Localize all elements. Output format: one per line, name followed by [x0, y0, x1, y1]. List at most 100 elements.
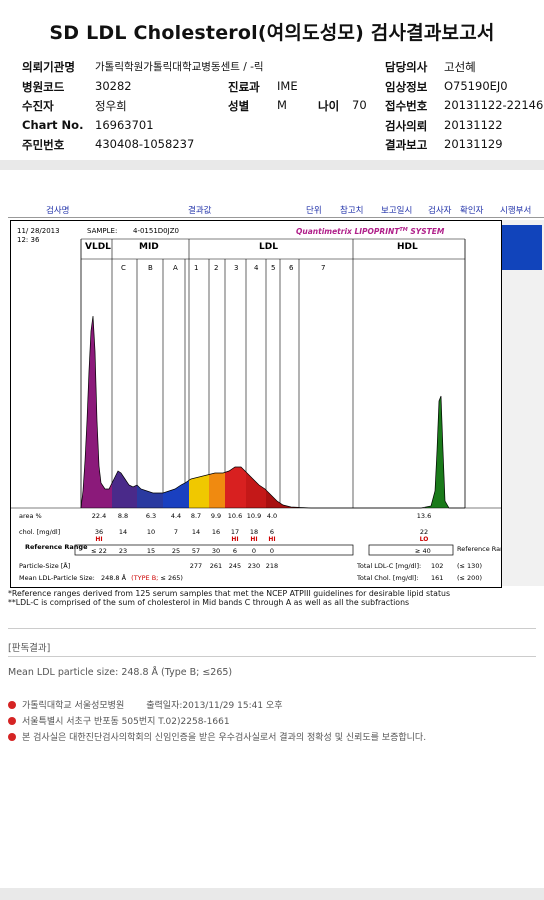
- area-value: 8.7: [191, 512, 201, 520]
- area-value: 10.6: [228, 512, 242, 520]
- hospital-code-value: 30282: [95, 79, 132, 93]
- flag-value: LO: [420, 536, 429, 543]
- brand: Quantimetrix LIPOPRINTTM SYSTEM: [296, 227, 445, 236]
- data-rows: 22.4 8.8 6.3 4.4 8.7 9.9 10.6 10.9 4.0 13.6 36 14 10…: [91, 512, 431, 555]
- band-fill-ldl-2: [209, 472, 225, 508]
- dept-label: 진료과: [228, 80, 260, 94]
- cert-text: 본 검사실은 대한진단검사의학회의 신임인증을 받은 우수검사실로서 결과의 정…: [22, 733, 427, 743]
- mean-ldl-ref: ≤ 265): [160, 574, 182, 582]
- group-vldl: VLDL: [85, 242, 111, 252]
- chol-value: 14: [192, 528, 200, 536]
- area-value: 4.0: [267, 512, 277, 520]
- lipoprint-svg: 11/ 28/2013 12: 36 SAMPLE: 4-0151D0JZ0 Q…: [11, 227, 501, 582]
- total-chol-ref: (≤ 200): [457, 574, 482, 582]
- ref-value: 15: [147, 547, 155, 555]
- age-value: 70: [352, 98, 367, 112]
- blue-marker: [502, 225, 542, 270]
- total-chol-value: 161: [431, 574, 443, 582]
- band-label-2: 2: [214, 264, 218, 272]
- dept-value: IME: [277, 79, 298, 93]
- ref-value: 30: [212, 547, 220, 555]
- band-fill-ldl-4: [246, 472, 266, 508]
- area-label: area %: [19, 512, 42, 520]
- area-value: 10.9: [247, 512, 261, 520]
- doctor-label: 담당의사: [385, 60, 428, 74]
- brand-system: SYSTEM: [408, 227, 445, 236]
- doctor-value: 고선혜: [444, 60, 476, 74]
- band-fill-ldl-3: [225, 467, 246, 508]
- note-1: *Reference ranges derived from 125 serum…: [8, 589, 451, 598]
- ref-right-label: Reference Range: [457, 545, 501, 553]
- particle-size-value: 245: [229, 562, 241, 570]
- interpretation-title: [판독결과]: [8, 643, 51, 654]
- chol-value: 16: [212, 528, 220, 536]
- band-fill-ldl-6: [280, 503, 299, 508]
- mean-ldl-value: 248.8 Å: [101, 573, 127, 582]
- ref-value: 57: [192, 547, 200, 555]
- bullet-icon: [8, 701, 16, 709]
- chol-value: 7: [174, 528, 178, 536]
- result-table-header: 검사명 결과값 단위 참고치 보고일시 검사자 확인자 시행부서: [8, 201, 544, 218]
- band-fill-hdl: [425, 396, 451, 508]
- area-value: 8.8: [118, 512, 128, 520]
- chart-no-value: 16963701: [95, 118, 154, 132]
- area-value: 22.4: [92, 512, 106, 520]
- col-result: 결과값: [188, 206, 212, 216]
- divider: [8, 628, 536, 629]
- report-date-value: 20131129: [444, 137, 503, 151]
- area-value: 4.4: [171, 512, 181, 520]
- band-label-1: 1: [194, 264, 198, 272]
- footer-cert: 본 검사실은 대한진단검사의학회의 신임인증을 받은 우수검사실로서 결과의 정…: [8, 730, 426, 743]
- ref-value: 0: [270, 547, 274, 555]
- band-fill-mid-a: [163, 480, 189, 508]
- chol-value: 36: [95, 528, 103, 536]
- density-curve: [80, 315, 465, 509]
- total-chol-label: Total Chol. [mg/dl]:: [356, 574, 419, 582]
- chol-value: 6: [270, 528, 274, 536]
- divider: [8, 656, 536, 657]
- patient-name-value: 정우희: [95, 99, 127, 113]
- col-tester: 검사자: [428, 206, 452, 216]
- chol-value: 22: [420, 528, 428, 536]
- report-title: SD LDL Cholesterol(여의도성모) 검사결과보고서: [49, 22, 495, 44]
- id-value: 430408-1058237: [95, 137, 195, 151]
- band-label-B: B: [148, 264, 153, 272]
- lipoprint-chart: 11/ 28/2013 12: 36 SAMPLE: 4-0151D0JZ0 Q…: [10, 220, 502, 588]
- brand-tm: TM: [399, 227, 407, 233]
- address-text: 서울특별시 서초구 반포동 505번지 T.02)2258-1661: [22, 717, 230, 727]
- printed-time: 출력일자:2013/11/29 15:41 오후: [146, 701, 283, 711]
- bullet-icon: [8, 733, 16, 741]
- band-fill-mid-b: [137, 485, 163, 508]
- institution-label: 의뢰기관명: [22, 60, 75, 74]
- chol-label: chol. [mg/dl]: [19, 528, 60, 536]
- flag-value: HI: [95, 536, 102, 543]
- curve-fills: [81, 316, 451, 508]
- ref-value: 25: [172, 547, 180, 555]
- ref-value: 0: [252, 547, 256, 555]
- interpretation-text: Mean LDL particle size: 248.8 Å (Type B;…: [8, 667, 233, 678]
- total-ldl-label: Total LDL-C [mg/dl]:: [356, 562, 421, 570]
- particle-size-label: Particle-Size [Å]: [19, 561, 70, 570]
- reference-notes: *Reference ranges derived from 125 serum…: [8, 589, 450, 607]
- band-label-A: A: [173, 264, 178, 272]
- total-ldl-value: 102: [431, 562, 443, 570]
- band-label-7: 7: [321, 264, 325, 272]
- total-ldl-ref: (≤ 130): [457, 562, 482, 570]
- band-fill-ldl-5: [266, 490, 280, 508]
- particle-size-value: 261: [210, 562, 222, 570]
- chol-value: 18: [250, 528, 258, 536]
- col-confirmer: 확인자: [460, 206, 484, 216]
- ref-value: 6: [233, 547, 237, 555]
- col-test-name: 검사명: [46, 206, 70, 216]
- patient-name-label: 수진자: [22, 99, 54, 113]
- sample-value: 4-0151D0JZ0: [133, 227, 179, 235]
- band-label-4: 4: [254, 264, 259, 272]
- sex-value: M: [277, 98, 287, 112]
- request-value: 20131122: [444, 118, 503, 132]
- particle-size-value: 277: [190, 562, 202, 570]
- chart-no-label: Chart No.: [22, 118, 84, 132]
- receipt-label: 접수번호: [385, 99, 428, 113]
- particle-size-value: 218: [266, 562, 278, 570]
- area-value: 9.9: [211, 512, 221, 520]
- band-labels: C B A 1 2 3 4 5 6 7: [121, 264, 325, 272]
